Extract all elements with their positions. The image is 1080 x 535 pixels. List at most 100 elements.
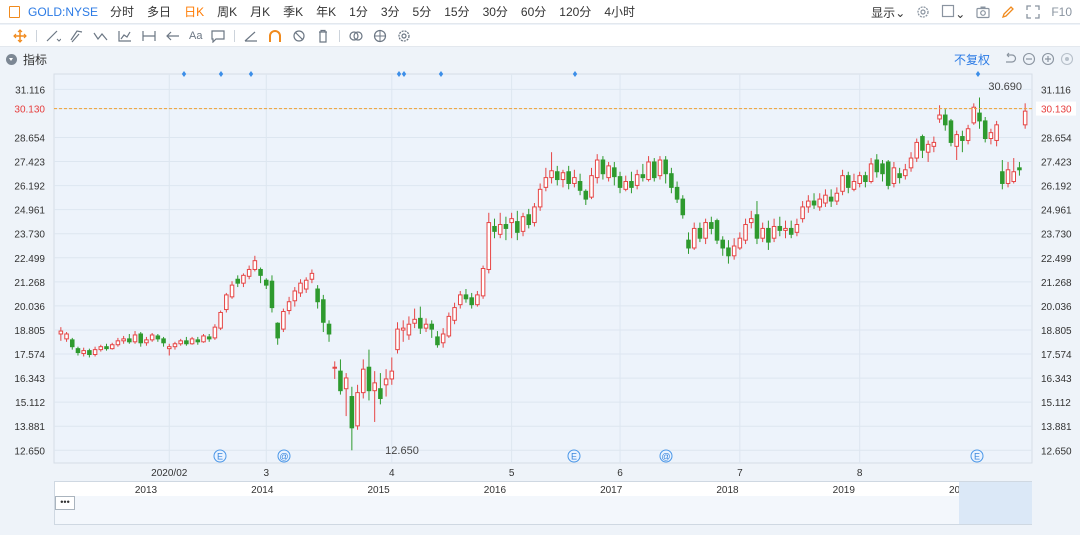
candle-body [731, 245, 737, 257]
candle-body [497, 224, 503, 235]
candle-body [783, 227, 788, 231]
period-tab[interactable]: 日K [184, 5, 205, 19]
trash-icon[interactable] [315, 29, 331, 43]
price-tick-label-right: 22.499 [1041, 254, 1072, 265]
candle-body [321, 299, 326, 323]
crosshair-icon[interactable] [12, 28, 28, 43]
candle-body [1011, 171, 1017, 183]
candle-body [748, 218, 754, 224]
candlestick-chart[interactable]: E @ E @ E 31.116 31.116 30.130 30.130 28.654 28.6… [0, 70, 1080, 481]
candle-body [709, 222, 714, 229]
indicator-toggle-icon[interactable] [6, 53, 17, 65]
navigator-chart: 20132014201520162017201820192020 [55, 485, 1031, 524]
overlay-icon[interactable] [372, 29, 388, 43]
candle-body [235, 278, 241, 284]
candle-body [589, 175, 594, 198]
candle-body [515, 221, 520, 233]
adjust-mode-button[interactable]: 不复权 [953, 52, 990, 67]
period-tab[interactable]: 4小时 [604, 5, 635, 19]
candle-body [737, 237, 743, 249]
candle-body [372, 382, 377, 392]
candle-body [925, 143, 931, 153]
fullscreen-icon[interactable] [1026, 5, 1040, 19]
candle-body [298, 282, 303, 294]
toolbar-divider [339, 29, 341, 42]
panel-toggle-icon[interactable] [9, 5, 20, 18]
period-tab[interactable]: 15分 [444, 5, 470, 19]
candle-body [104, 346, 109, 350]
period-tab[interactable]: 月K [250, 5, 271, 19]
hide-drawings-icon[interactable] [291, 29, 307, 43]
candle-body [617, 176, 623, 188]
zoom-out-icon[interactable] [1022, 52, 1036, 66]
candle-body [634, 174, 640, 186]
candle-body [195, 339, 201, 343]
channel-tool-icon[interactable] [69, 29, 85, 43]
candle-body [532, 206, 537, 224]
candle-body [269, 280, 275, 309]
period-tab[interactable]: 5分 [412, 5, 432, 19]
period-tab[interactable]: 60分 [520, 5, 547, 19]
magnet-icon[interactable] [267, 29, 283, 43]
navigator-menu-handle[interactable]: ••• [55, 496, 75, 510]
candle-body [81, 350, 86, 355]
event-diamond [248, 71, 254, 77]
period-tab[interactable]: 120分 [559, 5, 592, 19]
symbol-label[interactable]: GOLD:NYSE [28, 4, 99, 19]
navigator-window[interactable] [959, 482, 1032, 524]
candle-body [583, 190, 589, 200]
candle-body [87, 350, 92, 356]
zoom-in-icon[interactable] [1041, 52, 1055, 66]
checkbox-dropdown[interactable]: ⌄ [941, 4, 965, 21]
chart-settings-icon[interactable] [396, 29, 412, 43]
candle-body [149, 334, 155, 341]
undo-icon[interactable] [1003, 52, 1017, 66]
camera-icon[interactable] [976, 5, 990, 19]
period-tab[interactable]: 年K [316, 5, 337, 19]
text-tool-icon[interactable]: Aa [189, 29, 203, 42]
candle-body [657, 159, 663, 177]
period-tab[interactable]: 周K [217, 5, 238, 19]
reset-icon[interactable] [1060, 52, 1074, 66]
period-tab[interactable]: 分时 [110, 5, 135, 19]
range-navigator[interactable]: 20132014201520162017201820192020 ••• [54, 481, 1032, 525]
range-tool-icon[interactable] [141, 29, 157, 43]
settings-icon[interactable] [916, 5, 930, 19]
comment-tool-icon[interactable] [210, 29, 226, 43]
candle-body [201, 335, 206, 343]
candle-body [218, 311, 223, 329]
toolbar-divider [36, 29, 37, 42]
candle-body [315, 288, 320, 303]
navigator-year-label: 2018 [716, 485, 739, 496]
candle-body [903, 169, 908, 177]
indicator-label[interactable]: 指标 [23, 52, 48, 67]
candle-body [412, 318, 417, 324]
period-tab[interactable]: 1分 [349, 5, 368, 19]
period-tab[interactable]: 3分 [380, 5, 400, 19]
chart-pattern-icon[interactable] [117, 29, 133, 43]
high-price-label: 30.690 [988, 81, 1022, 93]
time-tick-label: 6 [617, 468, 623, 479]
candle-body [537, 188, 543, 208]
candle-body [937, 114, 942, 120]
candle-body [857, 175, 862, 184]
candle-body [971, 106, 977, 124]
wave-tool-icon[interactable] [93, 29, 109, 43]
pencil-icon[interactable] [1001, 5, 1015, 19]
candle-body [977, 112, 982, 122]
angle-tool-icon[interactable] [243, 29, 259, 43]
candle-body [378, 388, 383, 399]
candle-body [435, 336, 440, 346]
price-axis: 31.116 31.116 30.130 30.130 28.654 28.654 27.4… [14, 85, 1076, 457]
period-tab[interactable]: 30分 [482, 5, 508, 19]
candle-body [520, 216, 526, 232]
compare-icon[interactable] [348, 29, 364, 43]
period-tab[interactable]: 多日 [147, 5, 172, 19]
period-tab[interactable]: 季K [283, 5, 304, 19]
line-tool-icon[interactable] [45, 29, 61, 43]
arrow-tool-icon[interactable] [165, 29, 181, 43]
display-dropdown[interactable]: 显示⌄ [871, 5, 906, 20]
candle-body [988, 132, 994, 140]
candle-body [98, 346, 104, 351]
f10-button[interactable]: F10 [1051, 5, 1072, 19]
